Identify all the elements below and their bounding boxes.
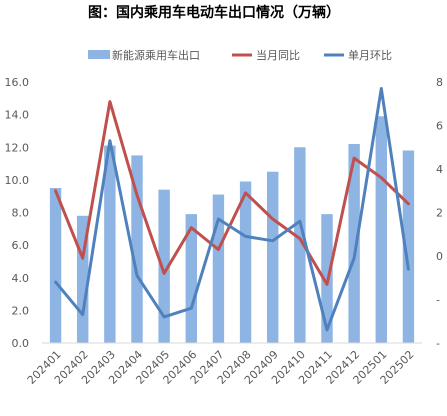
left-tick-label: 8.0 bbox=[12, 207, 30, 220]
bar-202412 bbox=[348, 143, 360, 343]
right-tick-label: 6 bbox=[436, 120, 443, 133]
left-axis: 0.0 2.0 4.0 6.0 8.0 10.0 12.0 14.0 16.0 bbox=[5, 76, 30, 350]
right-tick-label: 2 bbox=[436, 207, 443, 220]
bar-202501 bbox=[375, 116, 387, 343]
right-tick-label: - bbox=[436, 294, 440, 307]
left-tick-label: 4.0 bbox=[12, 272, 30, 285]
legend-label-yoy: 当月同比 bbox=[256, 48, 300, 62]
left-tick-label: 2.0 bbox=[12, 304, 30, 317]
bar-202408 bbox=[239, 181, 252, 343]
bar-202403 bbox=[104, 145, 116, 343]
chart-title: 图：国内乘用车电动车出口情况（万辆） bbox=[88, 4, 340, 21]
left-tick-label: 14.0 bbox=[5, 109, 30, 122]
bar-202404 bbox=[131, 155, 143, 343]
right-tick-label: 0 bbox=[436, 250, 443, 263]
left-tick-label: 10.0 bbox=[5, 174, 30, 187]
bar-202402 bbox=[77, 215, 89, 343]
bar-202405 bbox=[158, 189, 170, 343]
legend: 新能源乘用车出口 当月同比 单月环比 bbox=[88, 48, 392, 62]
left-tick-label: 0.0 bbox=[12, 337, 30, 350]
legend-label-exports: 新能源乘用车出口 bbox=[112, 48, 200, 62]
left-tick-label: 16.0 bbox=[5, 76, 30, 89]
x-axis: 2024012024022024032024042024052024062024… bbox=[25, 348, 417, 387]
right-tick-label: 8 bbox=[436, 76, 443, 89]
bar-202406 bbox=[185, 214, 197, 343]
bar-202410 bbox=[294, 147, 306, 343]
bar-202502 bbox=[402, 150, 415, 343]
left-tick-label: 12.0 bbox=[5, 141, 30, 154]
line-series-mom bbox=[54, 87, 410, 332]
right-tick-label: - bbox=[436, 337, 440, 350]
left-tick-label: 6.0 bbox=[12, 239, 30, 252]
line-series-yoy bbox=[54, 100, 410, 286]
legend-swatch-exports bbox=[88, 50, 110, 59]
legend-label-mom: 单月环比 bbox=[348, 49, 392, 62]
bar-202407 bbox=[212, 194, 225, 343]
right-tick-label: 4 bbox=[436, 163, 443, 176]
bar-202401 bbox=[49, 188, 62, 343]
right-axis: - - 0 2 4 6 8 bbox=[436, 76, 443, 350]
bar-202409 bbox=[267, 171, 279, 343]
line-series bbox=[54, 87, 410, 332]
